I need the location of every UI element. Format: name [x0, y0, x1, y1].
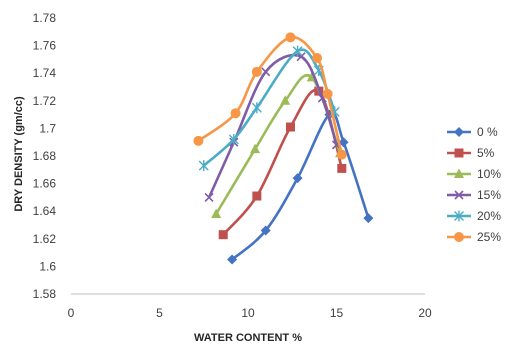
y-tick-label: 1.72	[33, 94, 57, 108]
data-point	[296, 52, 306, 62]
legend-item: 0 %	[447, 125, 498, 139]
series-layer	[193, 32, 374, 265]
legend-marker	[454, 127, 464, 137]
data-point	[285, 32, 296, 43]
y-tick-label: 1.7	[39, 121, 56, 135]
data-point	[261, 67, 271, 77]
y-tick-label: 1.64	[33, 204, 57, 218]
data-point	[211, 208, 222, 218]
data-point	[338, 137, 349, 148]
x-tick-label: 20	[418, 306, 432, 320]
legend-marker	[454, 210, 464, 222]
legend-marker	[454, 232, 464, 242]
legend-item: 25%	[447, 230, 501, 244]
data-point	[251, 66, 262, 77]
legend-label: 0 %	[477, 125, 498, 139]
x-tick-label: 10	[241, 306, 255, 320]
y-tick-labels: 1.58 1.6 1.62 1.64 1.66 1.68 1.7 1.72 1.74 1.76 1.…	[33, 11, 57, 301]
y-tick-label: 1.58	[33, 287, 57, 301]
y-tick-label: 1.74	[33, 66, 57, 80]
x-tick-label: 15	[330, 306, 344, 320]
legend-label: 5%	[477, 146, 495, 160]
legend-marker	[454, 148, 464, 158]
data-point	[292, 45, 303, 57]
legend-label: 25%	[477, 230, 501, 244]
y-tick-label: 1.6	[39, 259, 56, 273]
legend-label: 15%	[477, 188, 501, 202]
data-point	[193, 135, 204, 146]
legend-item: 20%	[447, 209, 501, 223]
data-point	[322, 88, 333, 99]
x-tick-label: 0	[68, 306, 75, 320]
legend: 0 % 5% 10% 15% 20% 25%	[447, 125, 501, 244]
data-point	[280, 95, 291, 105]
series-3	[204, 52, 342, 202]
y-tick-label: 1.66	[33, 177, 57, 191]
legend-item: 15%	[447, 188, 501, 202]
data-point	[285, 122, 295, 132]
x-axis-title: WATER CONTENT %	[194, 332, 302, 344]
data-point	[250, 143, 261, 154]
y-axis-title: DRY DENSITY (gm/cc)	[13, 96, 25, 212]
legend-marker	[454, 168, 464, 178]
data-point	[251, 102, 262, 114]
y-tick-label: 1.78	[33, 11, 57, 25]
legend-label: 10%	[477, 167, 501, 181]
legend-marker	[454, 190, 464, 200]
data-point	[337, 163, 347, 173]
series-4	[198, 45, 340, 172]
data-point	[260, 225, 271, 236]
x-tick-label: 5	[156, 306, 163, 320]
data-point	[363, 213, 374, 224]
data-point	[252, 191, 262, 201]
series-line	[222, 88, 344, 236]
legend-item: 5%	[447, 146, 495, 160]
series-5	[193, 32, 347, 160]
data-point	[227, 254, 238, 265]
data-point	[336, 149, 347, 160]
legend-item: 10%	[447, 167, 501, 181]
x-tick-labels: 0 5 10 15 20	[68, 306, 432, 320]
data-point	[312, 53, 323, 64]
data-point	[228, 133, 239, 145]
data-point	[204, 192, 214, 202]
series-0	[227, 109, 374, 265]
series-line	[207, 53, 338, 198]
y-tick-label: 1.62	[33, 232, 57, 246]
series-line	[231, 112, 370, 261]
y-tick-label: 1.76	[33, 39, 57, 53]
y-tick-label: 1.68	[33, 149, 57, 163]
legend-label: 20%	[477, 209, 501, 223]
data-point	[218, 230, 228, 240]
data-point	[292, 173, 303, 184]
data-point	[230, 108, 241, 119]
data-point	[198, 160, 209, 172]
